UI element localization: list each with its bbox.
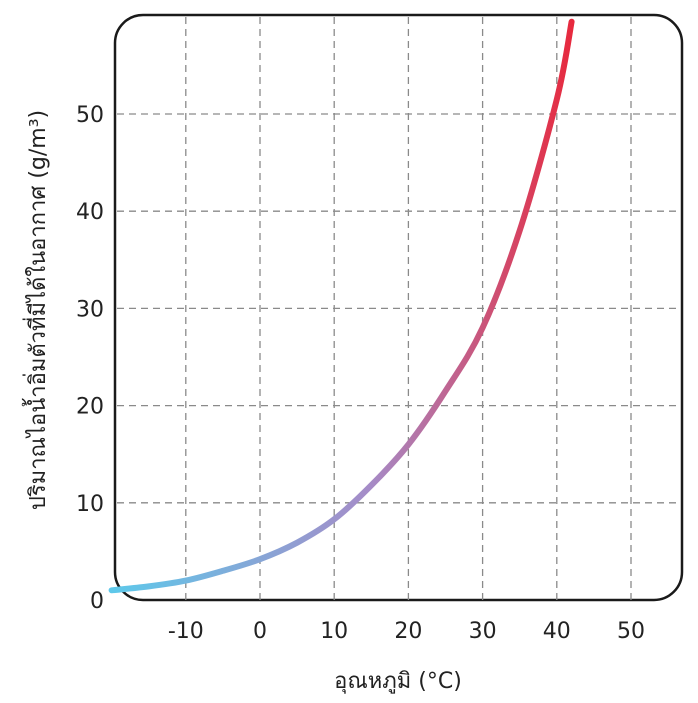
plot-frame [113, 13, 684, 602]
x-tick-label: 0 [253, 619, 267, 644]
y-tick-label: 50 [76, 103, 104, 128]
x-tick-label: 20 [394, 619, 422, 644]
x-tick-label: 40 [543, 619, 571, 644]
x-tick-label: 50 [617, 619, 645, 644]
x-tick-label: 30 [469, 619, 497, 644]
y-tick-label: 40 [76, 200, 104, 225]
x-tick-label: 10 [320, 619, 348, 644]
x-tick-labels: -10 0 10 20 30 40 50 [168, 619, 645, 644]
saturation-curve [108, 18, 575, 594]
curve-layer [108, 18, 575, 594]
y-tick-label: 10 [76, 492, 104, 517]
x-axis-label: อุณหภูมิ (°C) [334, 669, 462, 694]
y-tick-label: 30 [76, 297, 104, 322]
x-tick-label: -10 [168, 619, 204, 644]
y-tick-labels: 0 10 20 30 40 50 [76, 103, 104, 614]
y-tick-label: 20 [76, 395, 104, 420]
grid-lines [117, 17, 680, 600]
y-tick-label: 0 [90, 589, 104, 614]
y-axis-label: ปริมาณไอน้ำอิ่มตัวที่มีได้ในอากาศ (g/m³) [22, 110, 51, 510]
